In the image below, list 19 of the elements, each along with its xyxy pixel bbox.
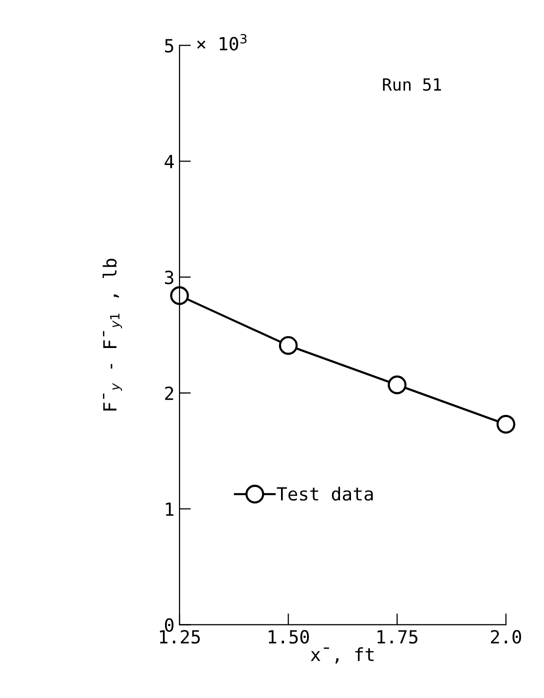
x-axis-title: x̄, ft <box>310 647 374 664</box>
y-tick-label: 3 <box>164 270 174 284</box>
x-tick-label: 1.75 <box>378 630 418 644</box>
y-tick-label: 0 <box>164 618 174 632</box>
annotation: Run 51 <box>383 78 441 91</box>
text: F̄$_{y}$ - F̄$_{y1}$ , lb <box>102 258 122 410</box>
x-tick-label: 2.0 <box>490 630 522 644</box>
x-tick-label: 1.50 <box>268 630 309 644</box>
point <box>496 414 516 434</box>
legend-label: Test data <box>276 486 373 501</box>
x-tick-label: 1.25 <box>160 630 200 644</box>
y-tick-label: 1 <box>166 502 174 516</box>
point <box>278 336 298 355</box>
y-tick-label: 2 <box>165 386 174 400</box>
y-tick-label: 5 <box>165 39 174 53</box>
point <box>388 375 406 394</box>
annotation: × 10$^{3}$ <box>197 34 247 51</box>
y-tick-label: 4 <box>164 154 174 168</box>
point <box>170 286 189 306</box>
